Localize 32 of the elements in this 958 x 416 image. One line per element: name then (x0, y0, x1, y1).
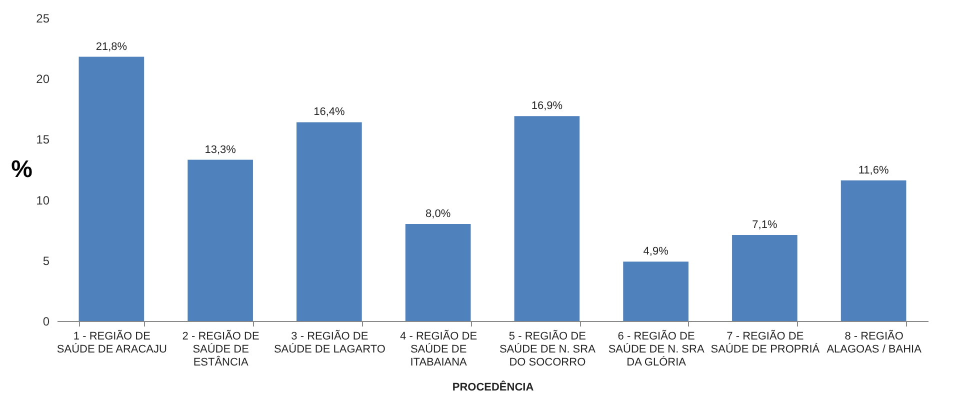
y-tick-label: 25 (36, 12, 50, 26)
x-tick-label: 1 - REGIÃO DE SAÚDE DE ARACAJU (56, 330, 168, 356)
bar (840, 180, 906, 321)
x-tick-label: 6 - REGIÃO DE SAÚDE DE N. SRA DA GLÓRIA (608, 330, 705, 368)
y-tick-label: 15 (36, 132, 50, 147)
y-axis-title: % (11, 156, 32, 183)
data-label: 7,1% (752, 218, 778, 231)
data-label: 16,4% (314, 106, 345, 118)
y-tick-label: 10 (36, 193, 50, 208)
bar (623, 262, 688, 321)
data-label: 11,6% (858, 164, 889, 176)
x-tick-label: 4 - REGIÃO DE SAÚDE DE ITABAIANA (400, 330, 478, 368)
bar (405, 224, 471, 321)
y-tick-label: 20 (36, 72, 50, 86)
x-tick-label: 3 - REGIÃO DE SAÚDE DE LAGARTO (274, 330, 386, 356)
x-tick-label: 5 - REGIÃO DE SAÚDE DE N. SRA DO SOCORRO (499, 330, 596, 368)
data-label: 21,8% (96, 40, 128, 53)
y-tick-label: 5 (42, 254, 50, 268)
x-tick-label: 8 - REGIÃO ALAGOAS / BAHIA (826, 330, 922, 356)
data-label: 4,9% (643, 246, 669, 258)
data-label: 13,3% (204, 144, 236, 156)
bar (78, 56, 144, 321)
data-label: 8,0% (426, 208, 451, 220)
x-tick-label: 2 - REGIÃO DE SAÚDE DE ESTÂNCIA (182, 330, 260, 368)
bar (514, 116, 580, 321)
y-tick-label: 0 (42, 314, 50, 328)
bar (732, 234, 798, 321)
x-tick-label: 7 - REGIÃO DE SAÚDE DE PROPRIÁ (710, 330, 820, 356)
bar (296, 122, 362, 321)
x-axis-title: PROCEDÊNCIA (452, 380, 534, 394)
data-label: 16,9% (531, 100, 563, 112)
bar (188, 160, 253, 321)
